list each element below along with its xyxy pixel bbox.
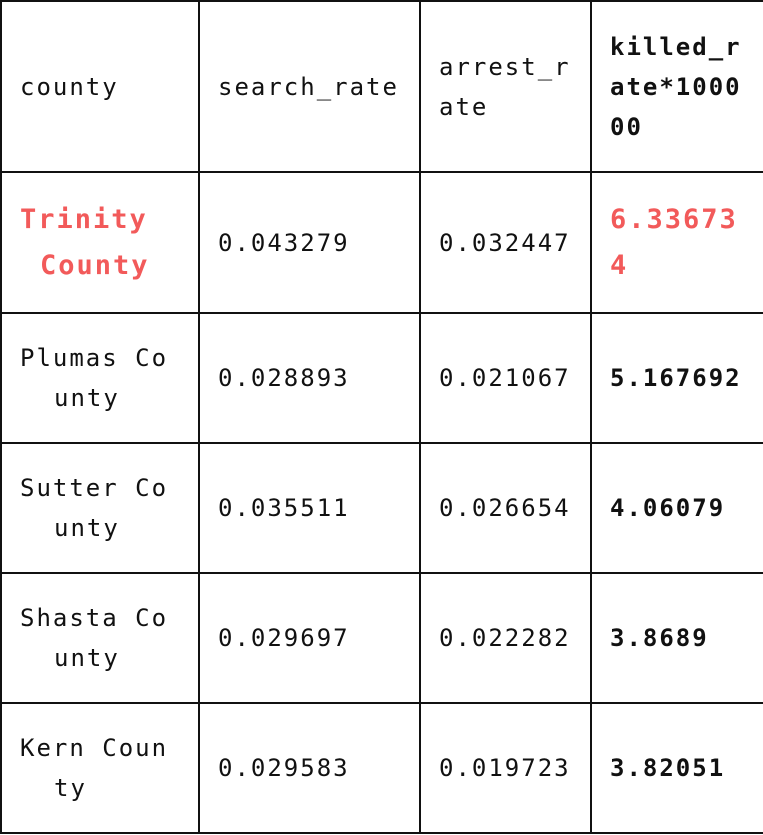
header-row: county search_rate arrest_rate killed_ra… <box>0 0 763 173</box>
county-cell: Plumas County <box>0 312 200 444</box>
killed-rate-cell: 3.8689 <box>590 572 763 704</box>
killed-rate-cell: 6.336734 <box>590 171 763 314</box>
county-name: Shasta County <box>20 604 169 672</box>
table-row: Shasta County 0.029697 0.022282 3.8689 <box>0 572 763 704</box>
table-row: Kern County 0.029583 0.019723 3.82051 <box>0 702 763 834</box>
search-rate-cell: 0.043279 <box>198 171 421 314</box>
header-killed-rate: killed_rate*100000 <box>590 0 763 173</box>
header-arrest-rate: arrest_rate <box>419 0 592 173</box>
county-cell: Shasta County <box>0 572 200 704</box>
county-cell: Trinity County <box>0 171 200 314</box>
header-search-rate: search_rate <box>198 0 421 173</box>
arrest-rate-cell: 0.021067 <box>419 312 592 444</box>
search-rate-cell: 0.028893 <box>198 312 421 444</box>
county-cell: Kern County <box>0 702 200 834</box>
search-rate-cell: 0.029697 <box>198 572 421 704</box>
arrest-rate-cell: 0.026654 <box>419 442 592 574</box>
county-name: Kern County <box>20 734 169 802</box>
arrest-rate-cell: 0.032447 <box>419 171 592 314</box>
county-name: Sutter County <box>20 474 169 542</box>
search-rate-cell: 0.035511 <box>198 442 421 574</box>
county-name: Trinity County <box>20 203 150 281</box>
search-rate-cell: 0.029583 <box>198 702 421 834</box>
county-name: Plumas County <box>20 344 169 412</box>
header-county: county <box>0 0 200 173</box>
table-row: Sutter County 0.035511 0.026654 4.06079 <box>0 442 763 574</box>
arrest-rate-cell: 0.022282 <box>419 572 592 704</box>
table-row: Plumas County 0.028893 0.021067 5.167692 <box>0 312 763 444</box>
killed-rate-cell: 3.82051 <box>590 702 763 834</box>
table-row: Trinity County 0.043279 0.032447 6.33673… <box>0 171 763 314</box>
arrest-rate-cell: 0.019723 <box>419 702 592 834</box>
killed-rate-cell: 4.06079 <box>590 442 763 574</box>
killed-rate-cell: 5.167692 <box>590 312 763 444</box>
county-cell: Sutter County <box>0 442 200 574</box>
